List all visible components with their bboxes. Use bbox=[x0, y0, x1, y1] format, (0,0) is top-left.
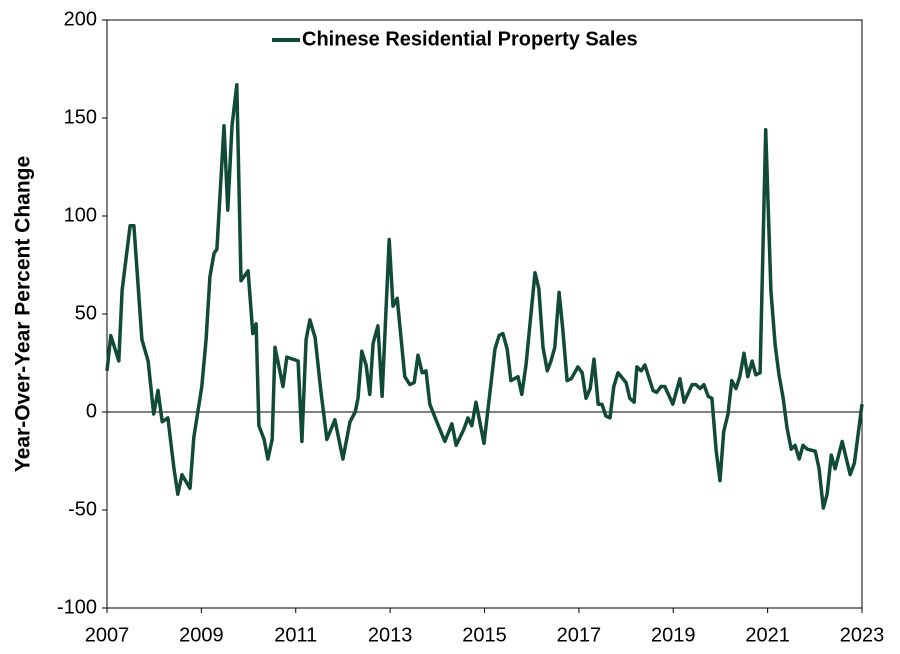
y-tick-label: 150 bbox=[64, 106, 97, 128]
x-tick-label: 2013 bbox=[368, 624, 413, 646]
legend-label: Chinese Residential Property Sales bbox=[302, 28, 638, 50]
y-axis-label: Year-Over-Year Percent Change bbox=[12, 156, 35, 472]
y-tick-label: 100 bbox=[64, 204, 97, 226]
x-tick-label: 2015 bbox=[462, 624, 507, 646]
y-tick-label: -100 bbox=[57, 596, 97, 618]
y-tick-label: 0 bbox=[86, 400, 97, 422]
y-tick-label: 200 bbox=[64, 8, 97, 30]
x-tick-label: 2023 bbox=[840, 624, 885, 646]
y-tick-label: -50 bbox=[68, 498, 97, 520]
y-tick-label: 50 bbox=[75, 302, 97, 324]
x-tick-label: 2019 bbox=[651, 624, 696, 646]
x-tick-label: 2017 bbox=[557, 624, 602, 646]
data-line bbox=[105, 82, 864, 510]
plot-frame bbox=[106, 19, 863, 609]
x-tick-label: 2009 bbox=[179, 624, 224, 646]
x-tick-label: 2011 bbox=[274, 624, 317, 646]
x-tick-label: 2021 bbox=[745, 624, 790, 646]
x-tick-label: 2007 bbox=[85, 624, 130, 646]
